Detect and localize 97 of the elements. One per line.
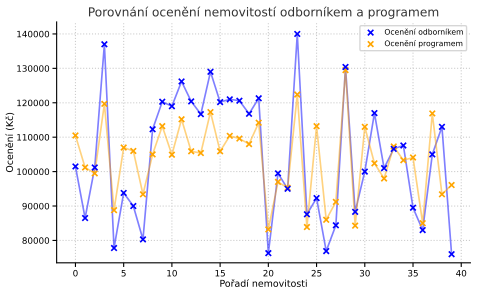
point (91, 170, 98, 177)
point (130, 147, 137, 155)
point (245, 140, 253, 148)
point (400, 142, 407, 150)
point (255, 119, 262, 126)
point (188, 98, 195, 106)
point (264, 226, 272, 234)
point (197, 110, 204, 118)
point (428, 150, 436, 158)
point (158, 98, 166, 106)
y-tick-label: 90000 (22, 202, 50, 210)
point (255, 94, 262, 102)
point (120, 144, 128, 152)
x-tick-label: 30 (360, 270, 370, 277)
point (419, 220, 426, 227)
point (342, 63, 350, 71)
point (148, 150, 156, 158)
point (100, 40, 108, 48)
point (322, 216, 330, 224)
x-tick-label: 0 (73, 270, 78, 277)
chart-title: Porovnání ocenění nemovitostí odborníkem a programem (88, 6, 438, 19)
point (188, 148, 195, 155)
point (312, 194, 320, 202)
point (148, 126, 156, 133)
point (216, 148, 224, 155)
point (139, 190, 147, 198)
x-axis-title: Pořadí nemovitosti (220, 279, 307, 287)
point (236, 134, 244, 142)
x-tick-label: 15 (216, 270, 225, 277)
point (226, 96, 234, 103)
y-tick-label: 140000 (17, 30, 50, 38)
point (448, 181, 456, 189)
point (370, 160, 378, 167)
point (380, 164, 388, 172)
y-tick-label: 100000 (17, 168, 50, 176)
point (139, 236, 147, 244)
point (294, 30, 301, 38)
point (245, 110, 253, 118)
point (332, 222, 340, 229)
point (236, 97, 244, 104)
point (72, 162, 80, 170)
point (264, 250, 272, 257)
point (274, 178, 282, 186)
point (409, 204, 417, 212)
point (100, 100, 108, 108)
point (130, 202, 137, 210)
point (110, 244, 118, 252)
y-tick-label: 120000 (17, 100, 50, 106)
point (428, 110, 436, 118)
point (409, 154, 417, 162)
x-tick-label: 35 (408, 270, 418, 277)
x-tick-label: 5 (122, 270, 126, 277)
point (91, 164, 98, 172)
point (81, 214, 89, 222)
point (158, 122, 166, 130)
y-tick-label: 110000 (17, 134, 50, 141)
point (361, 123, 368, 130)
point (361, 168, 368, 176)
point (197, 149, 204, 157)
x-tick-label: 20 (263, 270, 274, 277)
point (352, 208, 359, 216)
x-tick-label: 40 (456, 270, 466, 277)
point (294, 90, 301, 98)
point (168, 151, 176, 158)
point (438, 190, 446, 198)
point (438, 123, 446, 130)
point (274, 170, 282, 177)
point (370, 109, 378, 117)
point (178, 116, 186, 123)
point (332, 198, 340, 206)
point (390, 142, 398, 150)
point (312, 122, 320, 130)
y-axis-title: Ocenění (Kč) (5, 112, 14, 172)
point (303, 210, 311, 218)
point (81, 164, 89, 172)
point (390, 145, 398, 152)
point (226, 132, 234, 140)
point (206, 68, 214, 76)
point (216, 98, 224, 106)
point (380, 174, 388, 182)
y-tick-label: 130000 (17, 65, 50, 72)
point (400, 156, 407, 164)
point (110, 206, 118, 214)
y-tick-label: 80000 (22, 237, 50, 244)
point (72, 132, 80, 140)
point (448, 250, 456, 258)
point (206, 108, 214, 116)
x-tick-label: 25 (312, 270, 322, 277)
point (322, 247, 330, 255)
point (419, 226, 426, 234)
point (352, 222, 359, 230)
point (342, 66, 350, 74)
point (120, 189, 128, 197)
point (178, 78, 186, 86)
point (168, 102, 176, 110)
point (303, 223, 311, 231)
x-tick-label: 10 (167, 270, 177, 277)
